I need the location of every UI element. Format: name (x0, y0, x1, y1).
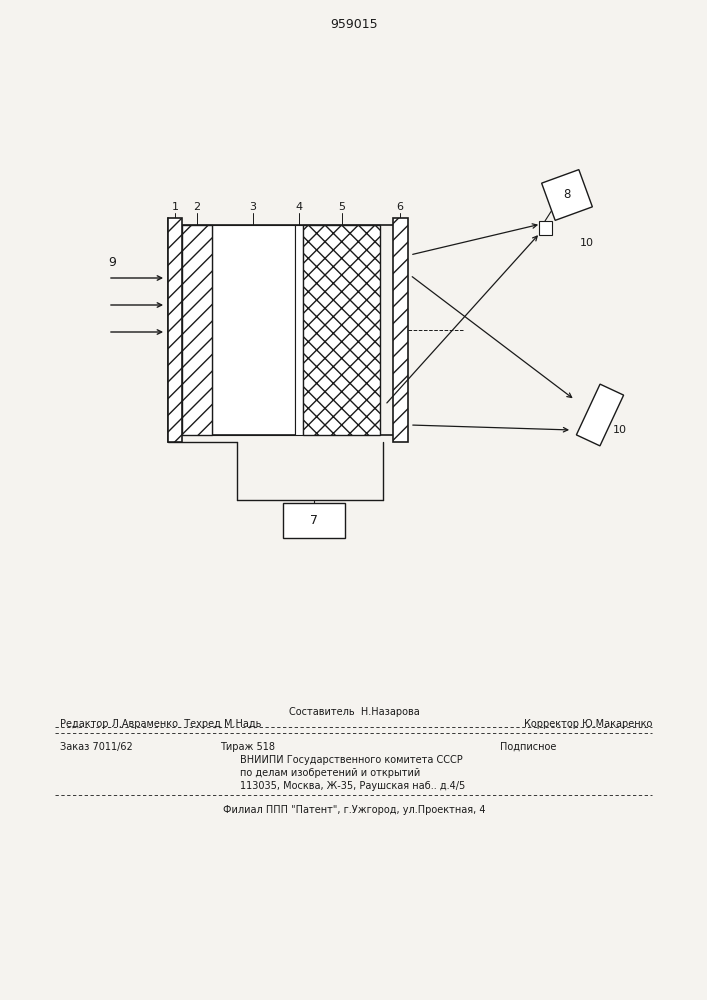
Text: 7: 7 (310, 514, 318, 527)
Text: Филиал ППП "Патент", г.Ужгород, ул.Проектная, 4: Филиал ППП "Патент", г.Ужгород, ул.Проек… (223, 805, 485, 815)
Bar (168, 218, 182, 442)
Text: Составитель  Н.Назарова: Составитель Н.Назарова (288, 707, 419, 717)
Text: Тираж 518: Тираж 518 (220, 742, 275, 752)
Bar (303, 225, 380, 435)
Bar (283, 503, 345, 538)
Text: 959015: 959015 (330, 18, 378, 31)
Text: 2: 2 (194, 202, 201, 212)
Text: Редактор Л.Авраменко  Техред М.Надь: Редактор Л.Авраменко Техред М.Надь (60, 719, 262, 729)
Text: 9: 9 (108, 256, 116, 269)
Bar (539, 221, 552, 235)
Polygon shape (542, 170, 592, 220)
Text: Заказ 7011/62: Заказ 7011/62 (60, 742, 133, 752)
Text: ВНИИПИ Государственного комитета СССР: ВНИИПИ Государственного комитета СССР (240, 755, 463, 765)
Bar (212, 225, 295, 435)
Text: 6: 6 (397, 202, 404, 212)
Text: 5: 5 (339, 202, 346, 212)
Text: Подписное: Подписное (500, 742, 556, 752)
Text: 4: 4 (296, 202, 303, 212)
Text: 113035, Москва, Ж-35, Раушская наб.. д.4/5: 113035, Москва, Ж-35, Раушская наб.. д.4… (240, 781, 465, 791)
Text: 8: 8 (563, 188, 571, 202)
Bar (295, 225, 303, 435)
Text: 3: 3 (250, 202, 257, 212)
Text: 10: 10 (613, 425, 627, 435)
Text: 10: 10 (580, 238, 594, 248)
Text: 1: 1 (172, 202, 178, 212)
Text: по делам изобретений и открытий: по делам изобретений и открытий (240, 768, 420, 778)
Bar (182, 225, 212, 435)
Polygon shape (576, 384, 624, 446)
Text: Корректор Ю.Макаренко: Корректор Ю.Макаренко (524, 719, 652, 729)
Bar (393, 218, 408, 442)
